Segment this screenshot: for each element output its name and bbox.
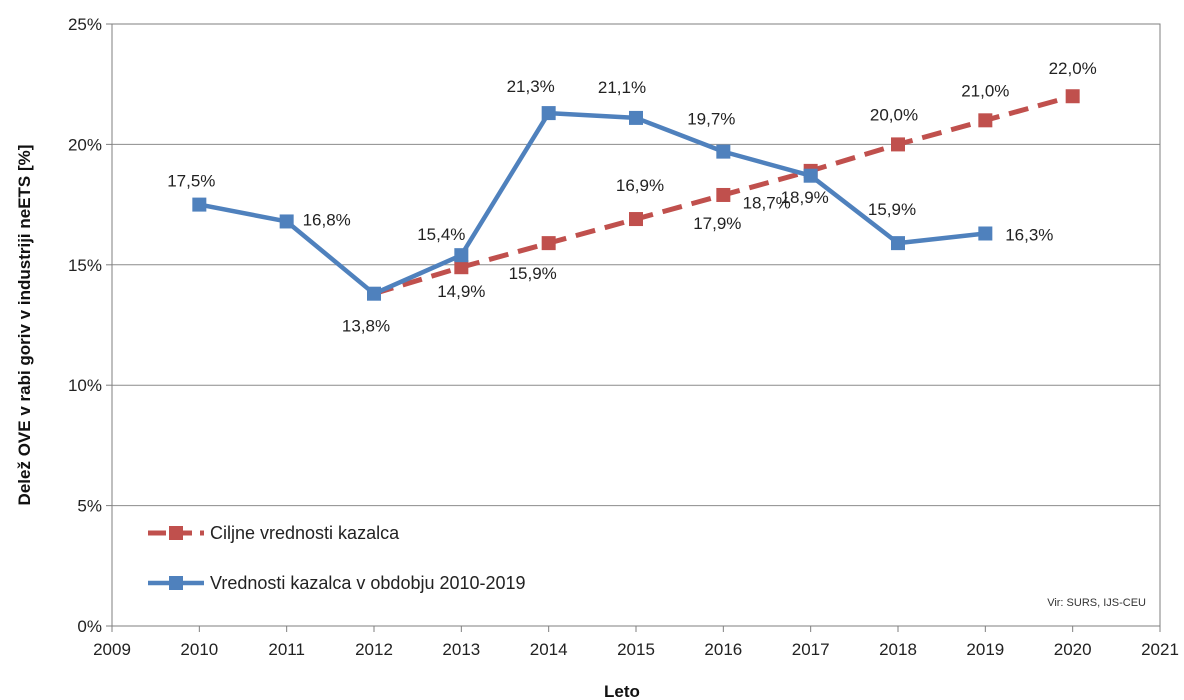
data-point	[454, 248, 469, 263]
series-line	[198, 110, 986, 296]
data-label: 18,9%	[781, 188, 829, 207]
y-tick-label: 20%	[68, 135, 102, 154]
legend-label: Ciljne vrednosti kazalca	[210, 523, 400, 543]
data-label: 16,9%	[616, 176, 664, 195]
x-tick-label: 2010	[180, 640, 218, 659]
data-label: 15,9%	[509, 264, 557, 283]
x-tick-label: 2014	[530, 640, 568, 659]
legend-label: Vrednosti kazalca v obdobju 2010-2019	[210, 573, 526, 593]
data-label: 22,0%	[1049, 59, 1097, 78]
series-layer	[192, 89, 1080, 301]
data-label: 15,9%	[868, 200, 916, 219]
legend-marker	[169, 526, 183, 540]
y-tick-label: 10%	[68, 376, 102, 395]
data-label: 16,3%	[1005, 225, 1053, 244]
x-tick-label: 2011	[268, 640, 305, 659]
data-label: 17,5%	[167, 172, 215, 191]
y-tick-label: 0%	[77, 617, 102, 636]
grid-lines	[112, 143, 1160, 507]
y-axis-title: Delež OVE v rabi goriv v industriji neET…	[15, 145, 34, 506]
data-point	[629, 110, 643, 125]
data-point	[541, 236, 556, 251]
data-label: 18,7%	[743, 194, 791, 213]
data-point	[891, 137, 905, 152]
y-tick-label: 25%	[68, 15, 102, 34]
x-tick-label: 2018	[879, 640, 917, 659]
data-label: 19,7%	[687, 110, 735, 129]
legend-marker	[169, 576, 183, 590]
data-point	[192, 197, 207, 212]
data-point	[803, 168, 818, 183]
legend: Ciljne vrednosti kazalca Vrednosti kazalc…	[148, 523, 526, 593]
x-tick-label: 2020	[1054, 640, 1092, 659]
y-tick-label: 15%	[68, 256, 102, 275]
data-label: 14,9%	[437, 282, 485, 301]
x-tick-label: 2017	[792, 640, 830, 659]
x-tick-label: 2016	[704, 640, 742, 659]
x-tick-label: 2013	[442, 640, 480, 659]
x-axis-ticks: 2009 2010 2011 2012 2013 2014 2015 2016 2017 2018…	[93, 626, 1179, 659]
data-label: 21,1%	[598, 78, 646, 97]
data-point	[978, 113, 993, 128]
data-label: 21,3%	[507, 77, 555, 96]
data-point	[629, 212, 643, 227]
y-tick-label: 5%	[77, 497, 102, 516]
data-label: 21,0%	[961, 81, 1009, 100]
data-label: 17,9%	[693, 214, 741, 233]
data-point	[978, 226, 993, 241]
data-point	[454, 260, 469, 275]
data-point	[541, 106, 556, 121]
data-label: 20,0%	[870, 105, 918, 124]
data-point	[716, 187, 731, 202]
data-label: 15,4%	[417, 225, 465, 244]
x-axis-title: Leto	[604, 682, 640, 700]
data-point	[1065, 89, 1080, 104]
source-note: Vir: SURS, IJS-CEU	[1047, 597, 1146, 609]
y-axis-ticks: 0% 5% 10% 15% 20% 25%	[68, 15, 112, 636]
x-tick-label: 2009	[93, 640, 131, 659]
data-point	[891, 236, 905, 251]
data-point	[279, 214, 294, 229]
data-point	[716, 144, 731, 159]
data-point	[367, 286, 381, 301]
data-labels: 14,9% 15,9% 16,9% 17,9% 18,9% 20,0% 21,0% 22,0%…	[167, 59, 1097, 335]
x-tick-label: 2015	[617, 640, 655, 659]
x-tick-label: 2021	[1141, 640, 1179, 659]
data-label: 13,8%	[342, 317, 390, 336]
data-label: 16,8%	[303, 210, 351, 229]
x-tick-label: 2012	[355, 640, 393, 659]
x-tick-label: 2019	[966, 640, 1004, 659]
